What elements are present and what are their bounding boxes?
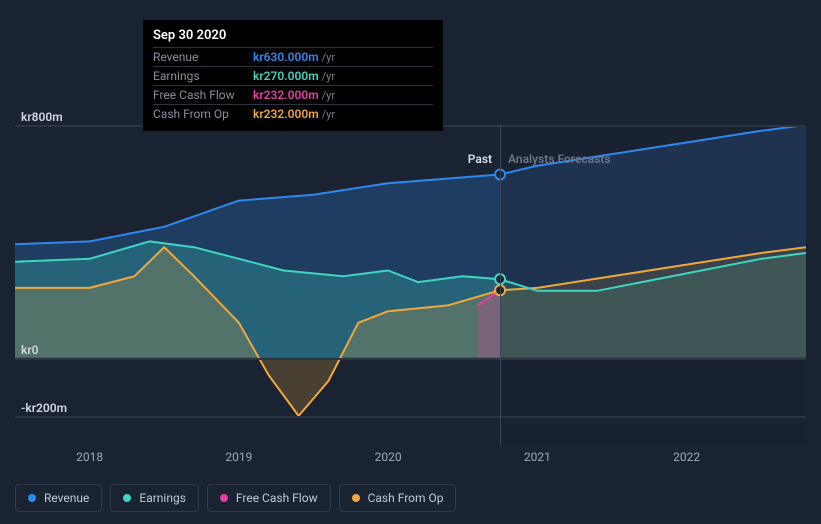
tooltip-date: Sep 30 2020 xyxy=(153,28,433,47)
chart-area[interactable]: Past Analysts Forecasts kr800mkr0-kr200m xyxy=(15,125,806,445)
legend-dot-icon xyxy=(28,494,36,502)
tooltip-row: Earningskr270.000m/yr xyxy=(153,66,433,85)
tooltip-label: Earnings xyxy=(153,69,253,83)
legend-dot-icon xyxy=(220,494,228,502)
tooltip-value: kr630.000m xyxy=(253,50,319,64)
y-axis-label: kr0 xyxy=(21,343,39,357)
tooltip-value: kr270.000m xyxy=(253,69,319,83)
hover-tooltip: Sep 30 2020 Revenuekr630.000m/yrEarnings… xyxy=(143,20,443,131)
chart-svg xyxy=(15,125,806,445)
legend-label: Free Cash Flow xyxy=(236,491,318,505)
tooltip-label: Cash From Op xyxy=(153,107,253,121)
x-axis: 2018 2019 2020 2021 2022 xyxy=(15,450,806,470)
tooltip-unit: /yr xyxy=(322,51,335,64)
tooltip-row: Free Cash Flowkr232.000m/yr xyxy=(153,85,433,104)
gridline xyxy=(15,358,806,360)
x-axis-label: 2022 xyxy=(673,450,700,464)
tooltip-label: Revenue xyxy=(153,50,253,64)
y-axis-label: -kr200m xyxy=(21,401,67,415)
x-axis-label: 2018 xyxy=(76,450,103,464)
tooltip-unit: /yr xyxy=(322,70,335,83)
legend-dot-icon xyxy=(123,494,131,502)
tooltip-unit: /yr xyxy=(322,89,335,102)
x-axis-label: 2021 xyxy=(524,450,551,464)
legend-item-revenue[interactable]: Revenue xyxy=(15,484,102,512)
legend-label: Cash From Op xyxy=(368,491,444,505)
legend: Revenue Earnings Free Cash Flow Cash From O… xyxy=(15,484,456,512)
tooltip-row: Revenuekr630.000m/yr xyxy=(153,47,433,66)
y-axis-label: kr800m xyxy=(21,110,63,124)
legend-item-cash-from-op[interactable]: Cash From Op xyxy=(339,484,457,512)
legend-label: Earnings xyxy=(139,491,186,505)
tooltip-value: kr232.000m xyxy=(253,88,319,102)
gridline xyxy=(15,416,806,418)
legend-item-free-cash-flow[interactable]: Free Cash Flow xyxy=(207,484,331,512)
tooltip-row: Cash From Opkr232.000m/yr xyxy=(153,104,433,123)
legend-dot-icon xyxy=(352,494,360,502)
legend-item-earnings[interactable]: Earnings xyxy=(110,484,199,512)
tooltip-label: Free Cash Flow xyxy=(153,88,253,102)
forecast-shade xyxy=(500,125,806,445)
tooltip-rows: Revenuekr630.000m/yrEarningskr270.000m/y… xyxy=(153,47,433,123)
time-cursor-line xyxy=(500,125,501,445)
past-label: Past xyxy=(468,152,492,166)
forecast-label: Analysts Forecasts xyxy=(508,152,610,166)
x-axis-label: 2020 xyxy=(375,450,402,464)
chart-container: Sep 30 2020 Revenuekr630.000m/yrEarnings… xyxy=(0,0,821,524)
tooltip-unit: /yr xyxy=(322,108,335,121)
tooltip-value: kr232.000m xyxy=(253,107,319,121)
x-axis-label: 2019 xyxy=(225,450,252,464)
legend-label: Revenue xyxy=(44,491,89,505)
